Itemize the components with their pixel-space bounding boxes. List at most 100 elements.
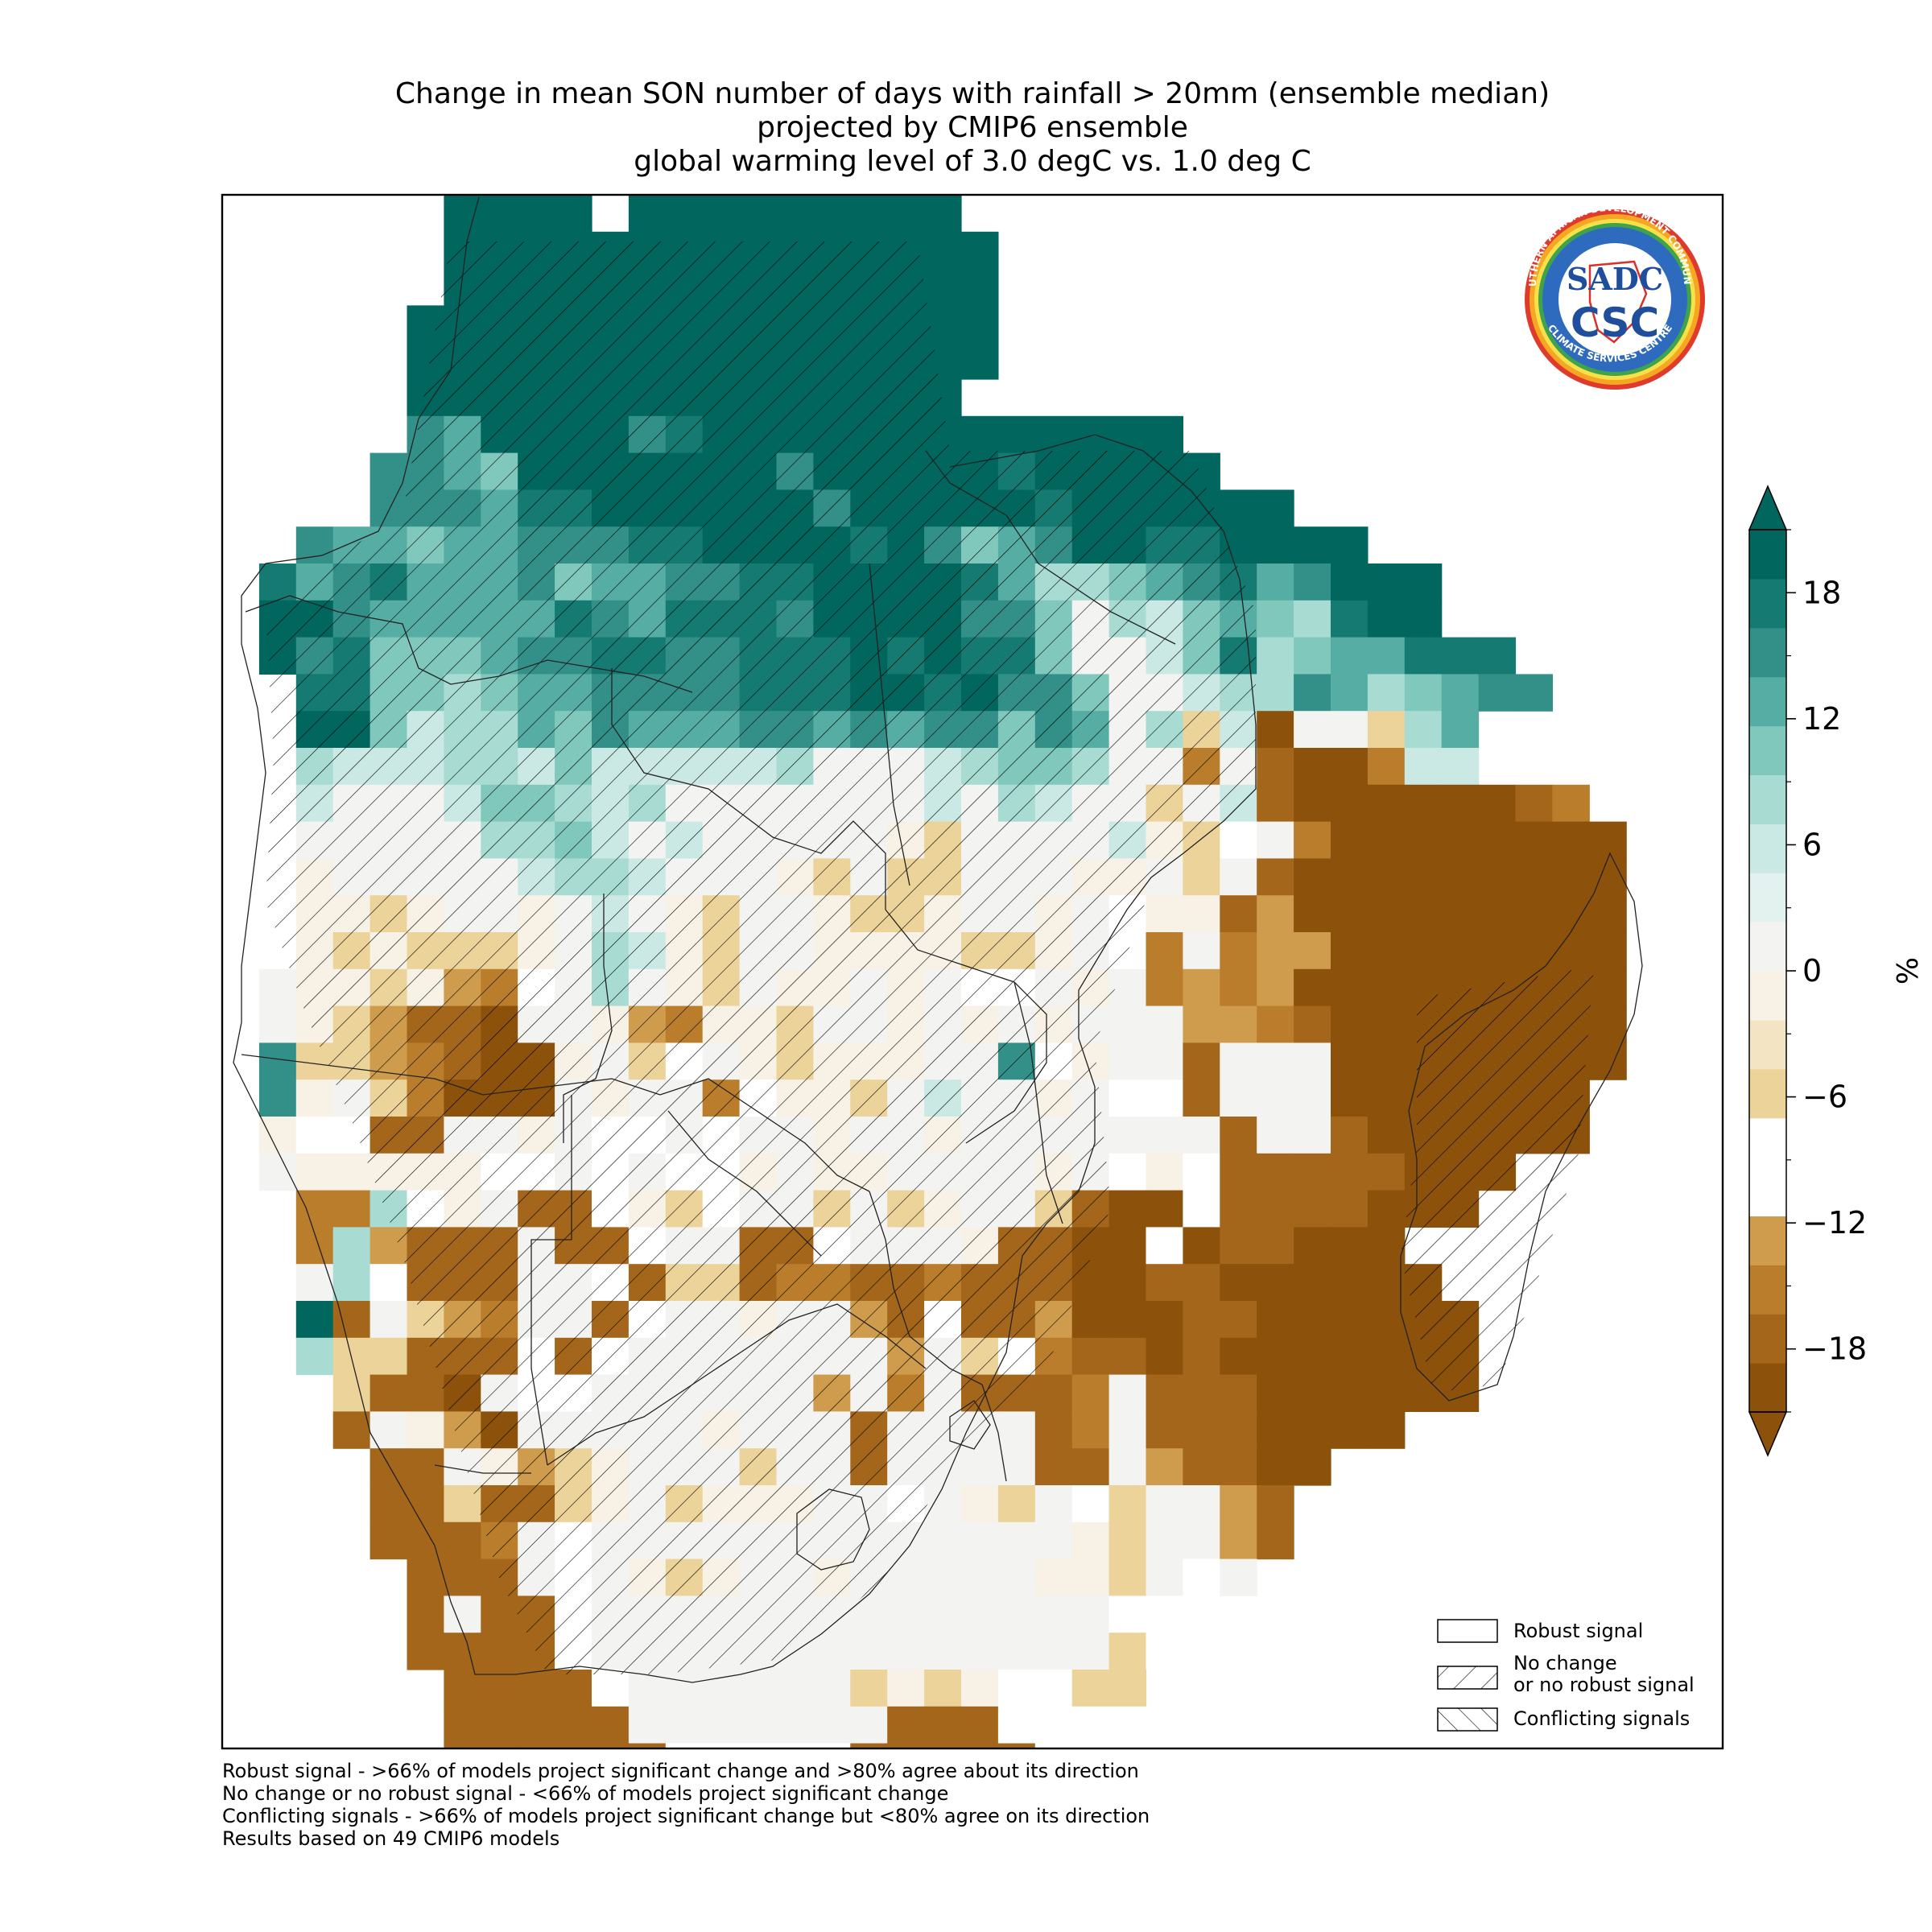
grid-cell <box>481 1670 518 1707</box>
grid-cell <box>592 1743 630 1748</box>
grid-cell <box>407 1558 444 1596</box>
title-line-3: global warming level of 3.0 degC vs. 1.0… <box>634 145 1311 178</box>
grid-cell <box>1146 1485 1183 1523</box>
grid-cell <box>1367 564 1406 601</box>
grid-cell <box>332 1190 371 1228</box>
colorbar-segment <box>1749 1265 1786 1315</box>
grid-cell <box>1294 1374 1331 1412</box>
grid-cell <box>1294 1264 1331 1302</box>
grid-cell <box>997 1596 1036 1633</box>
grid-cell <box>1848 1448 1886 1485</box>
grid-cell <box>1108 1596 1147 1633</box>
grid-cell <box>1294 1080 1331 1117</box>
grid-cell <box>961 1596 999 1633</box>
grid-cell <box>1294 1337 1331 1376</box>
grid-cell <box>1146 1042 1183 1080</box>
grid-cell <box>1071 1633 1110 1670</box>
grid-cell <box>1146 1005 1183 1043</box>
grid-cell <box>776 195 814 233</box>
grid-cell <box>1367 1153 1406 1191</box>
grid-cell <box>1885 1154 1923 1191</box>
grid-cell <box>1071 1558 1110 1596</box>
grid-cell <box>1404 748 1443 786</box>
grid-cell <box>813 195 851 233</box>
grid-cell <box>850 1596 888 1633</box>
grid-cell <box>1478 784 1517 823</box>
grid-cell <box>1146 1633 1183 1670</box>
grid-cell <box>1257 564 1294 601</box>
footnote-robust: Robust signal - >66% of models project s… <box>222 1760 1139 1782</box>
grid-cell <box>1220 932 1257 970</box>
grid-cell <box>1589 821 1627 859</box>
grid-cell <box>1183 1117 1220 1154</box>
grid-cell <box>1515 895 1553 933</box>
grid-cell <box>369 1521 408 1560</box>
logo-monogram-top: SADC <box>1567 261 1663 297</box>
grid-cell <box>1515 932 1553 970</box>
grid-cell <box>1367 748 1406 786</box>
legend-swatch-robust <box>1437 1619 1498 1643</box>
grid-cell <box>258 968 297 1007</box>
grid-cell <box>1331 564 1368 601</box>
grid-cell <box>1367 674 1406 712</box>
grid-cell <box>1331 748 1368 786</box>
grid-cell <box>961 268 999 306</box>
grid-cell <box>1331 1117 1368 1154</box>
grid-cell <box>1146 1117 1183 1154</box>
grid-cell <box>961 1521 999 1560</box>
grid-cell <box>961 1448 999 1486</box>
border-botswana-zimbabwe <box>667 1110 822 1257</box>
grid-cell <box>1848 1264 1886 1301</box>
hatch-legend: Robust signal No change or no robust sig… <box>1437 1619 1695 1732</box>
grid-cell <box>1331 1264 1368 1302</box>
grid-cell <box>1108 1153 1147 1191</box>
footnotes: Robust signal - >66% of models project s… <box>222 1760 1150 1850</box>
grid-cell <box>1922 1338 1932 1375</box>
grid-cell <box>1183 1080 1220 1117</box>
grid-cell <box>1220 1558 1257 1596</box>
grid-cell <box>1922 1375 1932 1412</box>
grid-cell <box>739 1706 778 1744</box>
grid-cell <box>444 1596 481 1633</box>
grid-cell <box>444 1633 481 1670</box>
grid-cell <box>850 1743 888 1748</box>
grid-cell <box>1331 526 1368 564</box>
grid-cell <box>1146 1558 1183 1596</box>
grid-cell <box>258 1080 297 1117</box>
grid-cell <box>1478 821 1517 859</box>
colorbar-tick-label: −18 <box>1802 1331 1867 1367</box>
grid-cell <box>1257 1448 1294 1486</box>
colorbar-segment <box>1749 1166 1786 1217</box>
grid-cell <box>924 1743 962 1748</box>
grid-cell <box>1441 821 1480 859</box>
colorbar-segment <box>1749 824 1786 873</box>
grid-cell <box>407 1448 444 1486</box>
border-eswatini <box>949 1400 991 1450</box>
grid-cell <box>813 1706 851 1744</box>
grid-cell <box>1331 1080 1368 1117</box>
grid-cell <box>1367 1301 1406 1339</box>
grid-cell <box>444 1743 481 1748</box>
colorbar-tick-label: 6 <box>1802 827 1822 862</box>
map-title: Change in mean SON number of days with r… <box>222 77 1723 179</box>
grid-cell <box>1367 1190 1406 1228</box>
grid-cell <box>1108 1117 1147 1154</box>
grid-cell <box>1589 1005 1627 1043</box>
grid-cell <box>813 1670 851 1707</box>
grid-cell <box>1367 1005 1406 1043</box>
grid-cell <box>1146 895 1183 933</box>
border-drc-tanzania <box>869 563 910 886</box>
grid-cell <box>1257 1301 1294 1339</box>
grid-cell <box>1294 526 1331 564</box>
grid-cell <box>518 1743 555 1748</box>
grid-cell <box>1220 1301 1257 1339</box>
grid-cell <box>1294 1190 1331 1228</box>
grid-cell <box>1331 674 1368 712</box>
continent-coastline <box>233 196 1257 1683</box>
grid-cell <box>1294 1227 1331 1265</box>
grid-cell <box>1183 1227 1220 1265</box>
grid-cell <box>1146 1337 1183 1376</box>
grid-cell <box>1146 1153 1183 1191</box>
grid-cell <box>1146 1301 1183 1339</box>
grid-cell <box>813 1743 851 1748</box>
